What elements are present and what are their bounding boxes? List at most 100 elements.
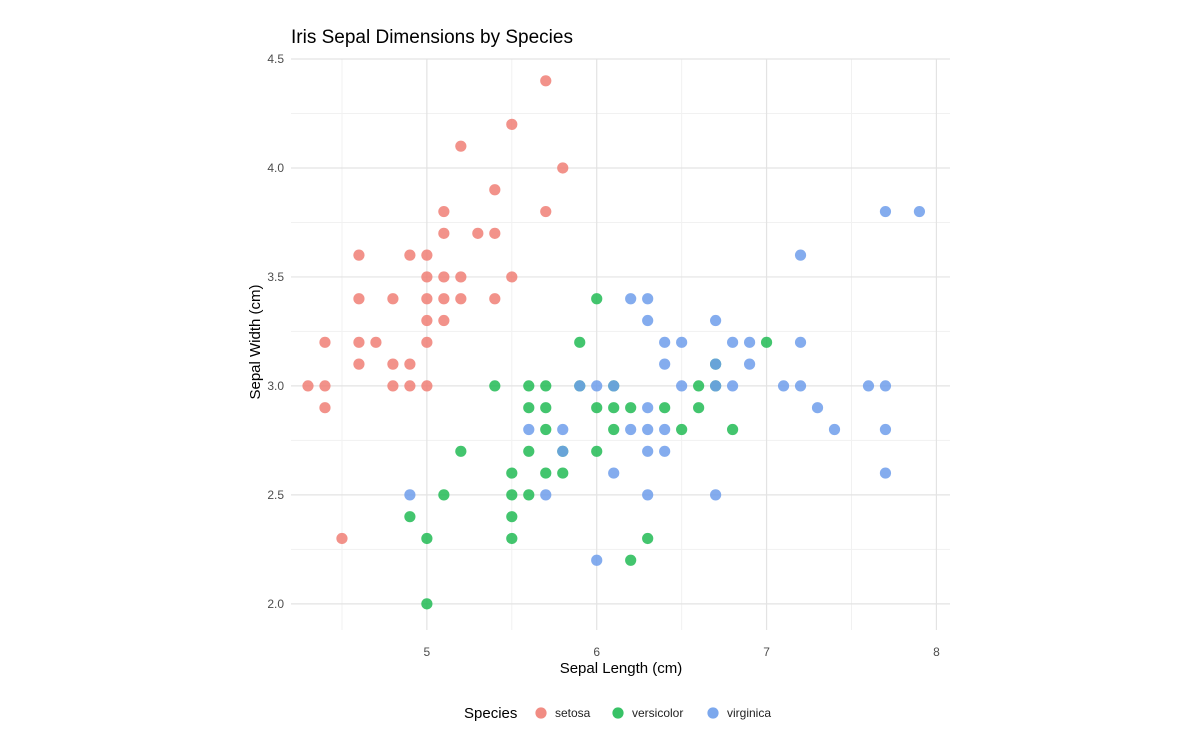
- scatter-point-setosa: [489, 184, 501, 196]
- scatter-point-virginica: [659, 423, 671, 436]
- scatter-point-virginica: [659, 336, 671, 348]
- scatter-point-virginica: [794, 336, 807, 348]
- scatter-point-virginica: [743, 336, 756, 348]
- scatter-point-setosa: [336, 532, 348, 545]
- scatter-point-setosa: [387, 293, 399, 305]
- scatter-point-setosa: [455, 271, 467, 283]
- scatter-point-virginica: [642, 402, 654, 414]
- scatter-point-virginica: [726, 380, 739, 392]
- scatter-point-versicolor: [693, 402, 705, 414]
- scatter-point-setosa: [370, 336, 382, 348]
- scatter-point-setosa: [319, 336, 331, 348]
- scatter-point-versicolor: [540, 423, 552, 436]
- scatter-point-setosa: [421, 249, 433, 261]
- scatter-point-setosa: [353, 358, 365, 370]
- scatter-point-setosa: [404, 249, 416, 261]
- scatter-point-setosa: [438, 205, 450, 218]
- scatter-point-versicolor: [676, 423, 688, 436]
- y-tick-label: 3.0: [267, 379, 284, 393]
- scatter-point-virginica: [659, 358, 671, 370]
- x-axis-ticks: 5 6 7 8: [424, 645, 941, 659]
- legend-label-setosa: setosa: [555, 706, 591, 720]
- scatter-point-virginica: [710, 314, 722, 327]
- scatter-point-versicolor: [608, 423, 620, 436]
- scatter-point-versicolor: [625, 554, 637, 566]
- scatter-point-setosa: [353, 336, 365, 348]
- scatter-point-versicolor: [506, 532, 518, 545]
- scatter-point-versicolor: [591, 402, 603, 414]
- y-axis-title: Sepal Width (cm): [247, 284, 264, 399]
- scatter-point-versicolor: [540, 402, 552, 414]
- y-axis-ticks: 2.0 2.5 3.0 3.5 4.0 4.5: [267, 52, 284, 611]
- scatter-point-setosa: [438, 293, 450, 305]
- scatter-point-setosa: [387, 358, 399, 370]
- scatter-point-virginica: [676, 336, 688, 348]
- scatter-point-virginica: [710, 380, 722, 392]
- y-tick-label: 4.0: [267, 161, 284, 175]
- scatter-point-virginica: [608, 467, 620, 479]
- scatter-point-versicolor: [760, 336, 773, 348]
- scatter-point-virginica: [642, 423, 654, 436]
- scatter-point-versicolor: [608, 402, 620, 414]
- scatter-point-virginica: [557, 445, 569, 457]
- y-tick-label: 2.5: [267, 488, 284, 502]
- scatter-point-virginica: [862, 380, 875, 392]
- x-tick-label: 6: [593, 645, 600, 659]
- legend: Species setosa versicolor virginica: [464, 705, 771, 722]
- scatter-point-virginica: [540, 489, 552, 501]
- scatter-point-virginica: [676, 380, 688, 392]
- scatter-point-setosa: [421, 271, 433, 283]
- legend-label-virginica: virginica: [727, 706, 771, 720]
- y-tick-label: 2.0: [267, 597, 284, 611]
- scatter-point-setosa: [404, 380, 416, 392]
- legend-key-setosa: [535, 707, 547, 719]
- grid-minor-lines: [291, 59, 950, 630]
- scatter-point-virginica: [642, 293, 654, 305]
- scatter-point-versicolor: [523, 445, 535, 457]
- legend-key-versicolor: [612, 707, 624, 719]
- scatter-point-versicolor: [421, 532, 433, 545]
- scatter-point-versicolor: [693, 380, 705, 392]
- scatter-point-virginica: [879, 380, 892, 392]
- scatter-point-virginica: [523, 423, 535, 436]
- scatter-point-virginica: [879, 423, 892, 436]
- scatter-point-virginica: [591, 380, 603, 392]
- scatter-point-versicolor: [523, 489, 535, 501]
- scatter-point-setosa: [557, 162, 569, 174]
- scatter-point-setosa: [302, 380, 314, 392]
- scatter-point-setosa: [472, 227, 484, 239]
- scatter-point-versicolor: [455, 445, 467, 457]
- chart-title: Iris Sepal Dimensions by Species: [291, 27, 573, 48]
- scatter-point-versicolor: [506, 489, 518, 501]
- grid-major-lines: [291, 58, 950, 630]
- scatter-point-setosa: [404, 358, 416, 370]
- scatter-point-versicolor: [591, 293, 603, 305]
- scatter-point-versicolor: [726, 423, 739, 436]
- scatter-point-virginica: [642, 489, 654, 501]
- scatter-point-setosa: [438, 314, 450, 327]
- scatter-point-virginica: [879, 467, 892, 479]
- scatter-point-virginica: [777, 380, 790, 392]
- scatter-point-versicolor: [642, 532, 654, 545]
- scatter-point-versicolor: [625, 402, 637, 414]
- x-tick-label: 5: [424, 645, 431, 659]
- scatter-point-setosa: [421, 380, 433, 392]
- y-tick-label: 4.5: [267, 52, 284, 66]
- scatter-point-virginica: [726, 336, 739, 348]
- scatter-point-setosa: [455, 293, 467, 305]
- scatter-point-setosa: [421, 293, 433, 305]
- scatter-point-virginica: [659, 445, 671, 457]
- scatter-point-setosa: [438, 227, 450, 239]
- scatter-point-versicolor: [557, 467, 569, 479]
- scatter-point-setosa: [540, 75, 552, 87]
- scatter-point-setosa: [421, 336, 433, 348]
- x-tick-label: 8: [933, 645, 940, 659]
- x-tick-label: 7: [763, 645, 770, 659]
- scatter-point-setosa: [353, 249, 365, 261]
- scatter-point-versicolor: [506, 467, 518, 479]
- scatter-point-setosa: [319, 402, 331, 414]
- scatter-point-versicolor: [523, 380, 535, 392]
- scatter-point-versicolor: [438, 489, 450, 501]
